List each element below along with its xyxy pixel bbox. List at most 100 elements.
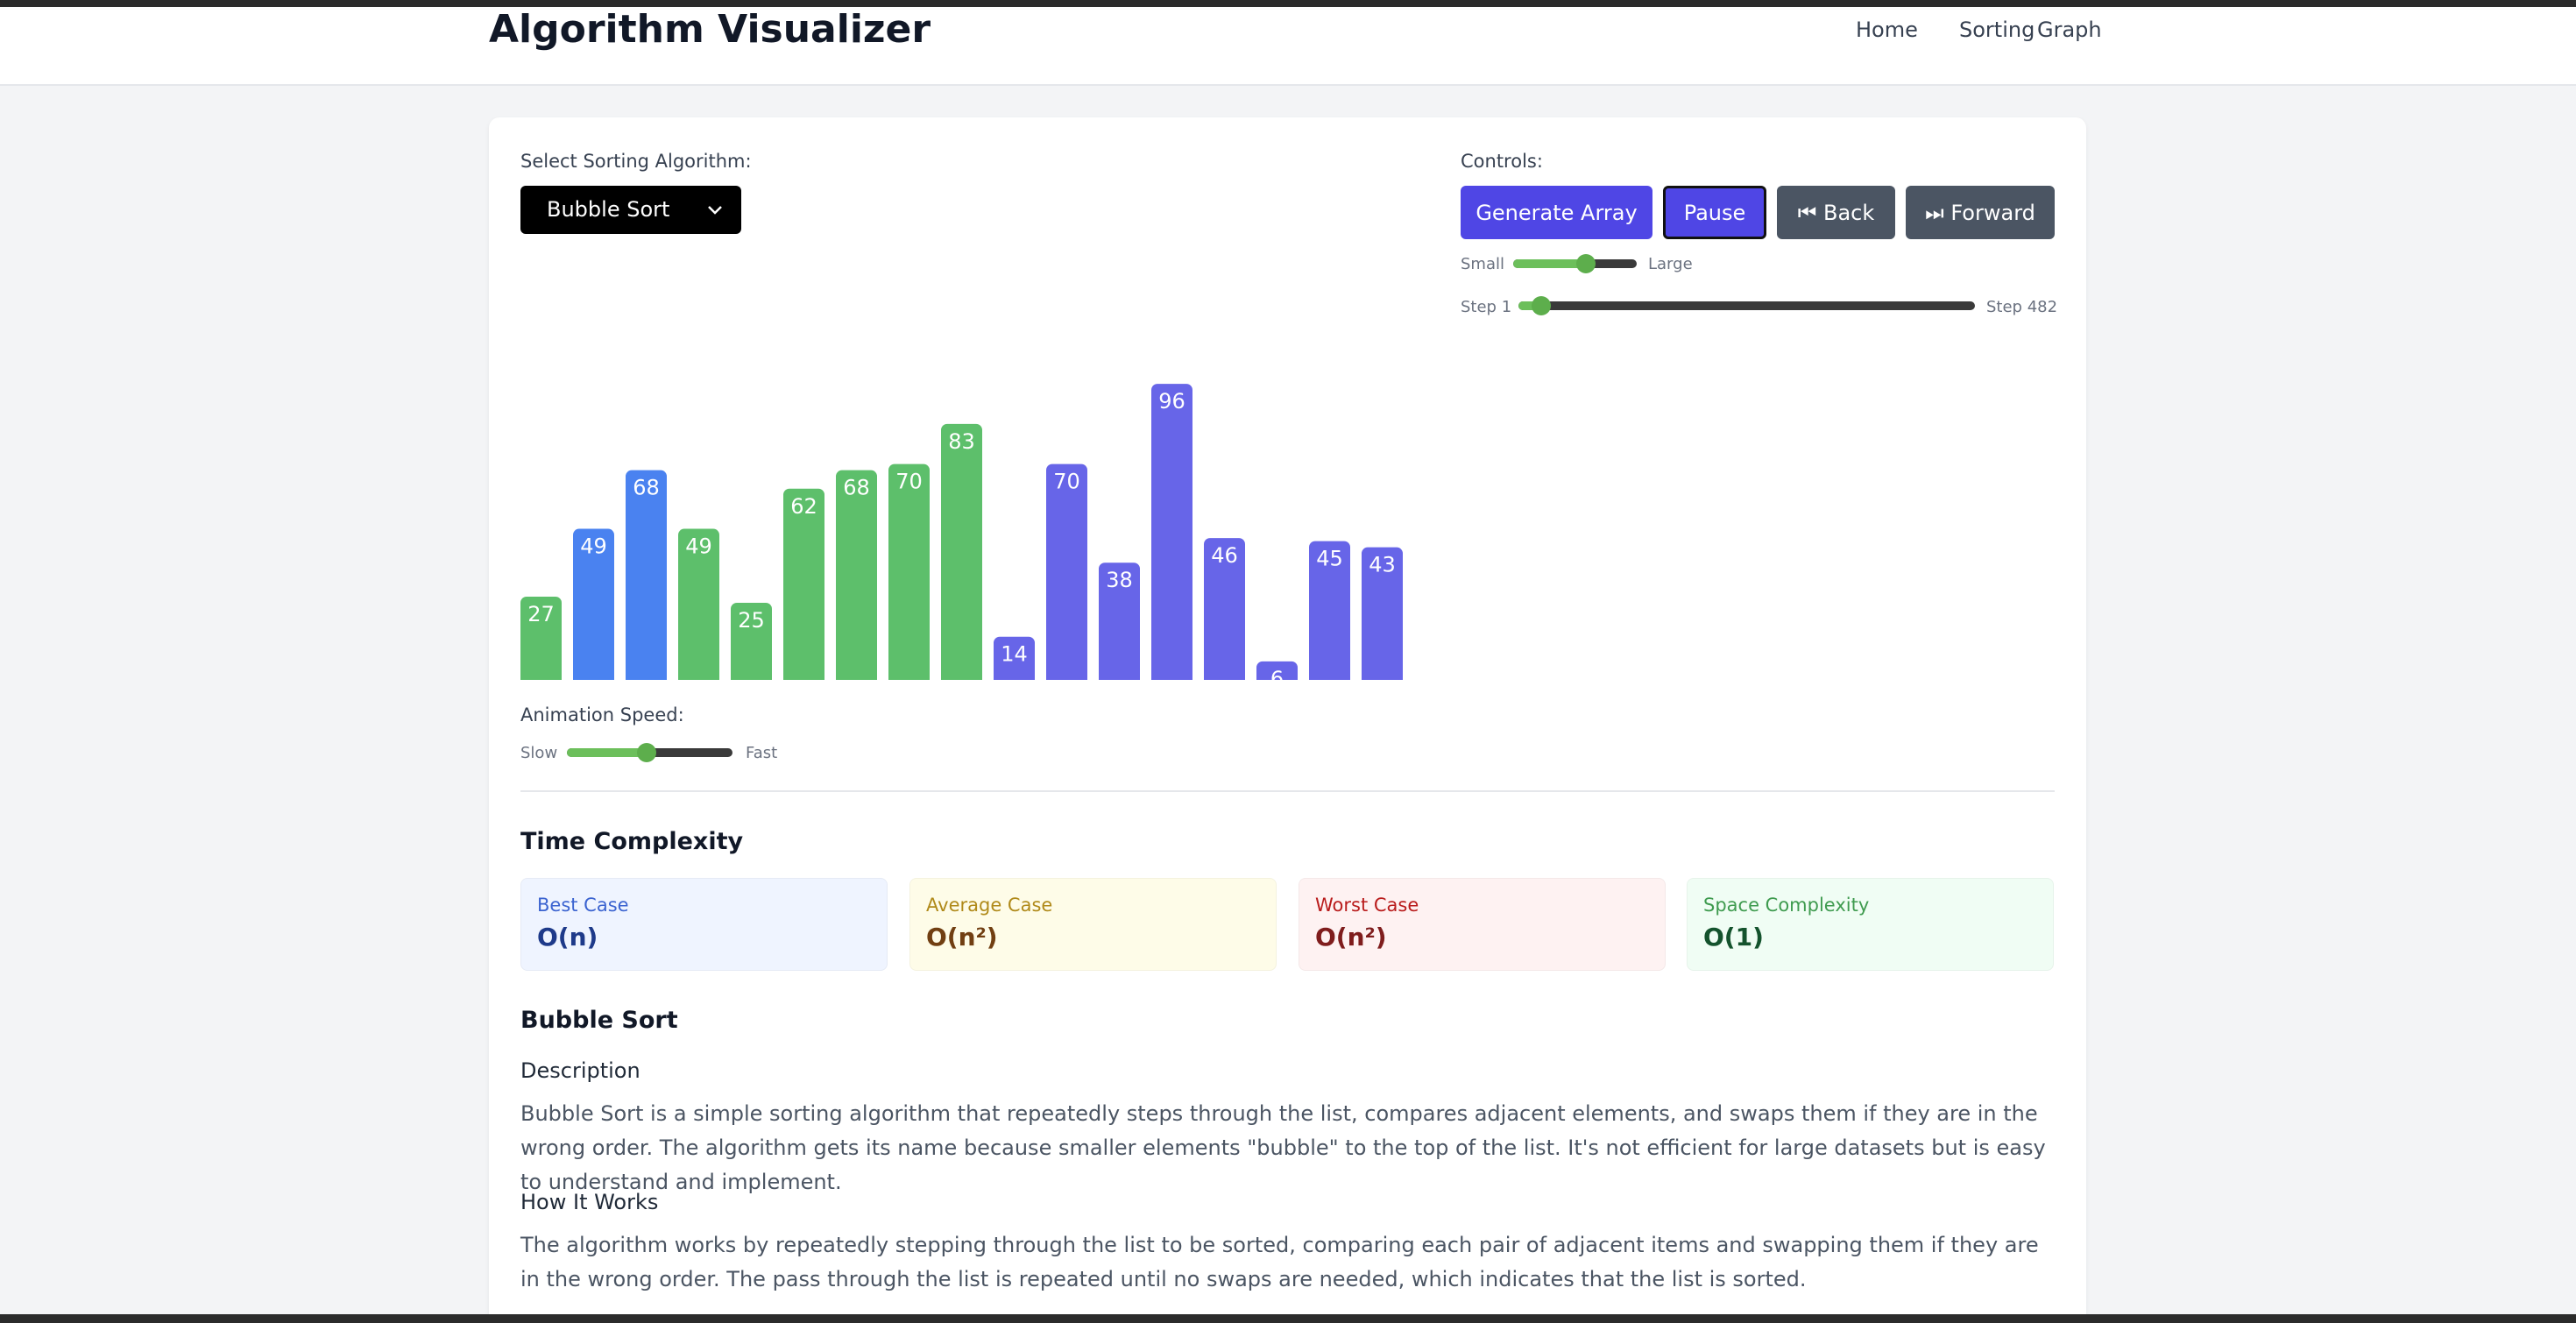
bar-label: 49 bbox=[685, 534, 712, 559]
bar-label: 6 bbox=[1270, 667, 1284, 691]
generate-button[interactable]: Generate Array bbox=[1461, 186, 1652, 239]
bar-label: 70 bbox=[895, 470, 923, 494]
section-heading: Description bbox=[520, 1058, 640, 1083]
complexity-card: Worst Case O(n²) bbox=[1299, 878, 1666, 971]
chevron bbox=[708, 206, 722, 215]
paragraph: The algorithm works by repeatedly steppi… bbox=[520, 1233, 2039, 1291]
bar-base bbox=[573, 673, 614, 680]
bar-label: 45 bbox=[1316, 547, 1343, 571]
divider bbox=[520, 790, 2055, 792]
array-bar bbox=[836, 470, 877, 680]
select-value: Bubble Sort bbox=[547, 197, 670, 222]
array-bar bbox=[1099, 562, 1140, 680]
bar-label: 62 bbox=[790, 494, 817, 519]
bar-base bbox=[520, 673, 562, 680]
bar-base bbox=[1309, 673, 1350, 680]
controls-label: Controls: bbox=[1461, 151, 1543, 172]
bar-label: 43 bbox=[1369, 553, 1396, 577]
bar-base bbox=[836, 673, 877, 680]
bar-base bbox=[1256, 673, 1298, 680]
algorithm-select[interactable]: Bubble Sort bbox=[520, 186, 741, 234]
array-bar bbox=[994, 636, 1035, 680]
complexity-value: O(n²) bbox=[926, 923, 998, 952]
nav-link[interactable]: Graph bbox=[2037, 18, 2102, 42]
bar-label: 96 bbox=[1158, 389, 1185, 414]
slider-max-label: Large bbox=[1648, 255, 1693, 273]
bar-label: 49 bbox=[580, 534, 607, 559]
bar-label: 25 bbox=[738, 608, 765, 633]
slider-min-label: Slow bbox=[520, 744, 558, 762]
array-bar bbox=[1309, 541, 1350, 680]
bar-base bbox=[678, 673, 719, 680]
bar-base bbox=[626, 673, 667, 680]
bar-base bbox=[888, 673, 930, 680]
nav-link[interactable]: Sorting bbox=[1959, 18, 2035, 42]
paragraph: Bubble Sort is a simple sorting algorith… bbox=[520, 1101, 2046, 1194]
array-bar bbox=[1046, 463, 1087, 680]
bar-label: 68 bbox=[843, 476, 870, 500]
forward-button[interactable]: ⏭ Forward bbox=[1906, 186, 2055, 239]
main-card bbox=[489, 117, 2086, 1323]
bar-label: 83 bbox=[948, 429, 975, 454]
bar-label: 46 bbox=[1211, 543, 1238, 568]
array-bar bbox=[731, 603, 772, 680]
complexity-label: Space Complexity bbox=[1703, 895, 1870, 916]
step-slider[interactable] bbox=[1518, 301, 1975, 310]
slider-min-label: Small bbox=[1461, 255, 1504, 273]
bar-label: 70 bbox=[1053, 470, 1080, 494]
slider-fill bbox=[1513, 259, 1587, 268]
section-heading: How It Works bbox=[520, 1190, 659, 1214]
bar-label: 27 bbox=[527, 602, 555, 626]
back-button[interactable]: ⏮ Back bbox=[1777, 186, 1895, 239]
array-bar bbox=[626, 470, 667, 680]
complexity-card: Average Case O(n²) bbox=[909, 878, 1277, 971]
slider-min-label: Step 1 bbox=[1461, 298, 1512, 316]
complexity-label: Average Case bbox=[926, 895, 1053, 916]
array-bar bbox=[1151, 384, 1192, 680]
header bbox=[0, 7, 2576, 86]
complexity-value: O(n²) bbox=[1315, 923, 1387, 952]
nav-link[interactable]: Home bbox=[1856, 18, 1918, 42]
bar-base bbox=[1046, 673, 1087, 680]
bar-label: 68 bbox=[633, 476, 660, 500]
pause-button[interactable]: Pause bbox=[1663, 186, 1766, 239]
complexity-label: Worst Case bbox=[1315, 895, 1419, 916]
slider-fill bbox=[567, 748, 648, 757]
slider-thumb[interactable] bbox=[1576, 254, 1596, 273]
speed-label: Animation Speed: bbox=[520, 704, 684, 725]
app-title: Algorithm Visualizer bbox=[489, 7, 931, 52]
complexity-card: Space Complexity O(1) bbox=[1687, 878, 2054, 971]
array-bar bbox=[678, 528, 719, 680]
bar-base bbox=[1362, 673, 1403, 680]
window-edge bbox=[0, 1314, 2576, 1323]
bar-base bbox=[994, 673, 1035, 680]
array-bars: 27 49 68 49 25 62 68 70 83 14 70 38 96 46 6 45 43 bbox=[520, 384, 1403, 691]
array-bar bbox=[888, 463, 930, 680]
array-bar bbox=[573, 528, 614, 680]
bar-base bbox=[1204, 673, 1245, 680]
slider-fill bbox=[1518, 301, 1541, 310]
array-bar bbox=[1362, 547, 1403, 680]
complexity-card: Best Case O(n) bbox=[520, 878, 888, 971]
complexity-value: O(n) bbox=[537, 923, 598, 952]
bar-base bbox=[1151, 673, 1192, 680]
bar-base bbox=[731, 673, 772, 680]
array-bar bbox=[941, 423, 982, 680]
array-bar bbox=[783, 488, 824, 680]
slider-max-label: Fast bbox=[746, 744, 778, 762]
complexity-label: Best Case bbox=[537, 895, 629, 916]
slider-thumb[interactable] bbox=[1532, 296, 1551, 315]
bar-base bbox=[783, 673, 824, 680]
window-edge bbox=[0, 0, 2576, 7]
slider-thumb[interactable] bbox=[637, 743, 656, 762]
bar-label: 14 bbox=[1001, 642, 1028, 667]
bar-base bbox=[1099, 673, 1140, 680]
slider-max-label: Step 482 bbox=[1986, 298, 2058, 316]
array-bar bbox=[520, 596, 562, 680]
complexity-value: O(1) bbox=[1703, 923, 1764, 952]
array-bar bbox=[1204, 538, 1245, 680]
section-title: Time Complexity bbox=[520, 828, 744, 855]
select-label: Select Sorting Algorithm: bbox=[520, 151, 752, 172]
bar-label: 38 bbox=[1106, 568, 1133, 592]
